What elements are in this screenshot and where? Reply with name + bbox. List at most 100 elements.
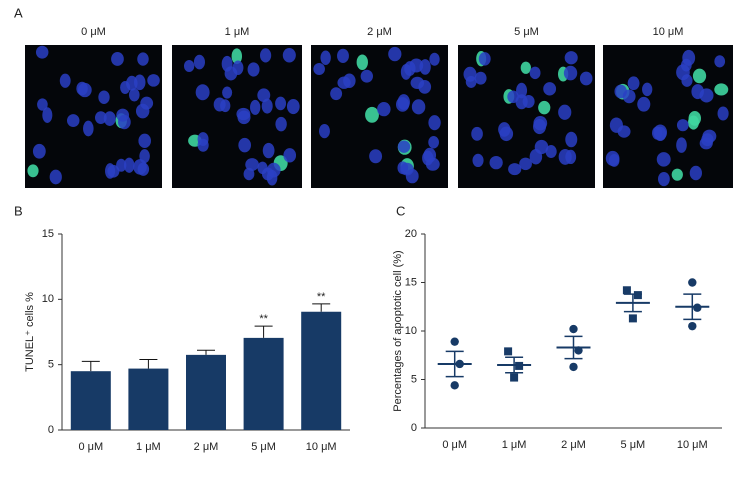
cell <box>472 153 484 168</box>
x-tick-label: 0 μM <box>442 439 467 451</box>
cell <box>692 68 707 84</box>
cell <box>266 169 278 186</box>
point <box>450 337 459 346</box>
image-label: 5 μM <box>514 26 539 38</box>
point <box>688 278 697 287</box>
cell <box>558 104 572 120</box>
cell <box>67 114 80 128</box>
cell <box>337 48 349 63</box>
cell <box>147 74 160 87</box>
cell <box>183 59 195 72</box>
cell <box>680 58 692 72</box>
cell <box>236 107 251 121</box>
point <box>450 381 459 390</box>
cell <box>409 58 424 73</box>
cell <box>42 107 53 123</box>
x-tick-label: 0 μM <box>78 441 103 453</box>
y-tick-label: 5 <box>48 359 54 371</box>
cell <box>545 145 557 159</box>
cell <box>699 88 714 103</box>
cell <box>120 81 131 95</box>
cell <box>520 61 531 74</box>
cell <box>410 76 425 89</box>
cell <box>319 123 330 139</box>
cell <box>27 164 39 178</box>
cell <box>507 90 519 104</box>
point <box>455 359 464 369</box>
cell <box>400 64 412 80</box>
cell <box>499 126 514 142</box>
cell <box>140 96 154 110</box>
cell <box>397 94 410 110</box>
y-tick-label: 0 <box>48 424 54 436</box>
cell <box>231 48 243 65</box>
cell <box>247 62 260 77</box>
image-label: 1 μM <box>225 26 250 38</box>
micrograph <box>603 45 733 188</box>
cell <box>275 116 287 132</box>
cell <box>238 137 252 153</box>
cell <box>377 102 391 117</box>
cell <box>658 171 670 187</box>
cell <box>465 75 477 88</box>
cell <box>221 55 233 72</box>
cell <box>356 54 368 70</box>
image-label: 0 μM <box>81 26 106 38</box>
cell <box>429 52 440 66</box>
y-tick-label: 20 <box>405 228 417 240</box>
cell <box>676 119 689 132</box>
cell <box>652 126 663 140</box>
cell <box>689 165 702 181</box>
cell <box>133 159 147 175</box>
point <box>628 314 637 323</box>
panel-label: B <box>14 203 23 218</box>
cell <box>250 99 261 115</box>
cell <box>257 88 271 103</box>
cell <box>103 111 116 126</box>
cell <box>197 132 209 146</box>
bar <box>128 368 169 430</box>
bar <box>186 354 226 430</box>
cell <box>111 52 124 66</box>
cell <box>283 148 297 163</box>
cell <box>261 98 273 114</box>
cell <box>343 73 356 89</box>
significance: ** <box>317 291 326 303</box>
cell <box>489 155 503 170</box>
cell <box>699 137 713 150</box>
cell <box>676 137 687 153</box>
point <box>622 286 631 295</box>
cell <box>98 90 110 105</box>
cell <box>627 76 640 91</box>
y-tick-label: 15 <box>405 276 417 288</box>
y-tick-label: 10 <box>405 325 417 337</box>
cell <box>330 87 343 101</box>
x-tick-label: 10 μM <box>677 439 708 451</box>
cell <box>262 142 275 159</box>
x-tick-label: 1 μM <box>136 441 161 453</box>
cell <box>622 89 636 104</box>
cell <box>533 119 547 135</box>
cell <box>320 50 331 65</box>
point <box>569 324 578 334</box>
y-tick-label: 0 <box>411 422 417 434</box>
cell <box>405 168 419 184</box>
cell <box>49 169 62 185</box>
bar <box>301 311 342 430</box>
cell <box>388 46 402 62</box>
point <box>574 346 583 355</box>
cell <box>637 96 651 112</box>
cell <box>59 73 71 88</box>
cell <box>474 71 487 85</box>
cell <box>688 111 701 126</box>
cell <box>397 140 411 153</box>
cell <box>516 82 528 99</box>
cell <box>522 95 535 108</box>
panel-label: C <box>396 203 405 218</box>
cell <box>642 82 653 97</box>
cell <box>245 158 259 171</box>
cell <box>579 71 593 86</box>
cell <box>529 66 541 80</box>
y-tick-label: 10 <box>42 293 54 305</box>
cell <box>605 150 620 166</box>
